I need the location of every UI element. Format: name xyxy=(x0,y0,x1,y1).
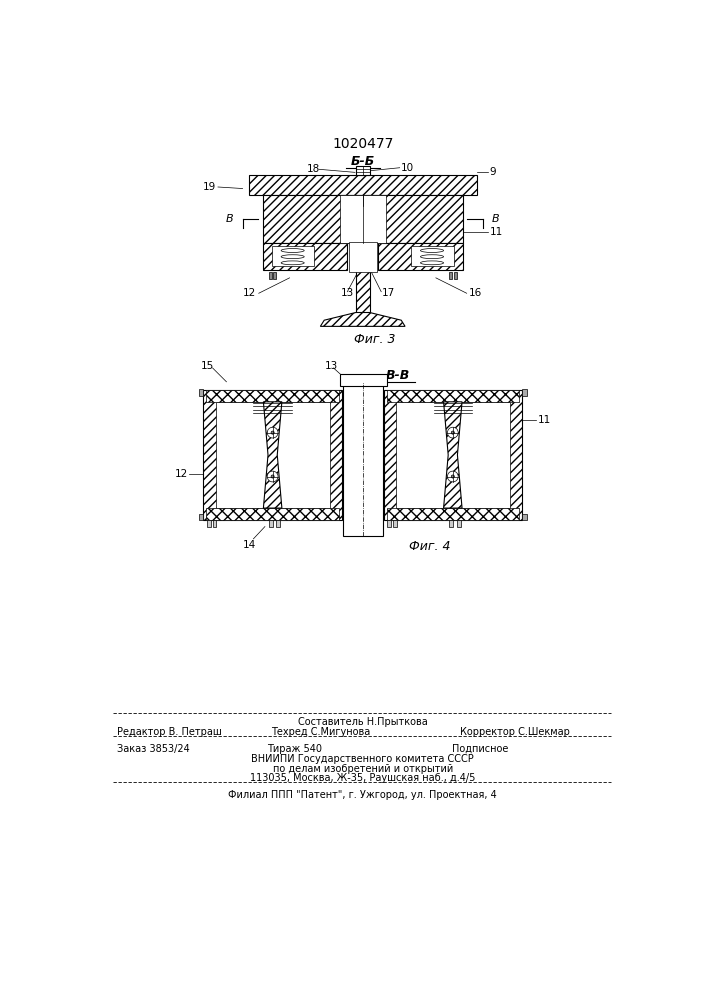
Circle shape xyxy=(451,475,455,478)
Bar xyxy=(349,242,377,272)
Bar xyxy=(344,382,382,536)
Bar xyxy=(216,402,329,508)
Circle shape xyxy=(448,427,458,438)
Text: 15: 15 xyxy=(201,361,214,371)
Bar xyxy=(387,508,519,520)
Text: 16: 16 xyxy=(469,288,482,298)
Bar xyxy=(262,243,347,270)
Bar xyxy=(522,389,527,396)
Bar xyxy=(454,272,457,279)
Text: Заказ 3853/24: Заказ 3853/24 xyxy=(117,744,190,754)
Bar xyxy=(522,514,527,520)
Text: 9: 9 xyxy=(490,167,496,177)
Circle shape xyxy=(448,471,458,482)
Bar xyxy=(269,520,273,527)
Bar xyxy=(199,514,204,520)
Bar xyxy=(387,520,391,527)
Bar xyxy=(199,389,204,396)
Bar xyxy=(363,195,463,243)
Polygon shape xyxy=(443,402,462,508)
Text: 17: 17 xyxy=(382,288,395,298)
Circle shape xyxy=(451,431,455,434)
Bar xyxy=(213,520,216,527)
Text: 12: 12 xyxy=(243,288,257,298)
Bar xyxy=(383,389,522,520)
Text: 13: 13 xyxy=(341,288,354,298)
Text: Б-Б: Б-Б xyxy=(351,155,375,168)
Text: 1020477: 1020477 xyxy=(332,137,393,151)
Bar xyxy=(387,389,519,402)
Bar xyxy=(393,520,397,527)
Bar xyxy=(356,166,370,175)
Bar xyxy=(396,402,510,508)
Bar xyxy=(204,389,342,520)
Text: Тираж 540: Тираж 540 xyxy=(267,744,322,754)
Bar xyxy=(339,195,386,243)
Bar xyxy=(272,246,314,266)
Bar xyxy=(249,175,477,195)
Bar xyxy=(411,246,454,266)
Text: 14: 14 xyxy=(243,540,256,550)
Text: 19: 19 xyxy=(202,182,216,192)
Text: 11: 11 xyxy=(490,227,503,237)
Bar xyxy=(378,243,463,270)
Text: В-В: В-В xyxy=(385,369,409,382)
Circle shape xyxy=(267,427,278,438)
Text: 12: 12 xyxy=(175,469,188,479)
Text: Корректор С.Шекмар: Корректор С.Шекмар xyxy=(460,727,570,737)
Text: по делам изобретений и открытий: по делам изобретений и открытий xyxy=(273,764,453,774)
Text: ВНИИПИ Государственного комитета СССР: ВНИИПИ Государственного комитета СССР xyxy=(252,754,474,764)
Bar xyxy=(276,520,281,527)
Text: Техред С.Мигунова: Техред С.Мигунова xyxy=(271,727,370,737)
Text: Составитель Н.Прыткова: Составитель Н.Прыткова xyxy=(298,717,428,727)
Circle shape xyxy=(271,431,274,434)
Bar xyxy=(457,520,460,527)
Polygon shape xyxy=(320,312,405,326)
Bar xyxy=(269,272,272,279)
Circle shape xyxy=(267,471,278,482)
Text: 18: 18 xyxy=(307,164,320,174)
Bar xyxy=(262,195,363,243)
Text: 113035, Москва, Ж-35, Раушская наб., д.4/5: 113035, Москва, Ж-35, Раушская наб., д.4… xyxy=(250,773,475,783)
Text: 10: 10 xyxy=(402,163,414,173)
Text: Фиг. 4: Фиг. 4 xyxy=(409,540,450,553)
Text: Фиг. 3: Фиг. 3 xyxy=(354,333,395,346)
Text: 13: 13 xyxy=(325,361,339,371)
Text: Редактор В. Петраш: Редактор В. Петраш xyxy=(117,727,222,737)
Circle shape xyxy=(271,475,274,478)
Bar xyxy=(449,272,452,279)
Bar xyxy=(206,389,339,402)
Text: 11: 11 xyxy=(537,415,551,425)
Text: В: В xyxy=(492,214,500,224)
Bar xyxy=(356,270,370,312)
Bar xyxy=(274,272,276,279)
Text: Филиал ППП "Патент", г. Ужгород, ул. Проектная, 4: Филиал ППП "Патент", г. Ужгород, ул. Про… xyxy=(228,790,497,800)
Text: Подписное: Подписное xyxy=(452,744,508,754)
Polygon shape xyxy=(264,402,282,508)
Bar xyxy=(207,520,211,527)
Bar xyxy=(449,520,452,527)
Text: В: В xyxy=(226,214,233,224)
Bar xyxy=(206,508,339,520)
Bar xyxy=(339,374,387,386)
